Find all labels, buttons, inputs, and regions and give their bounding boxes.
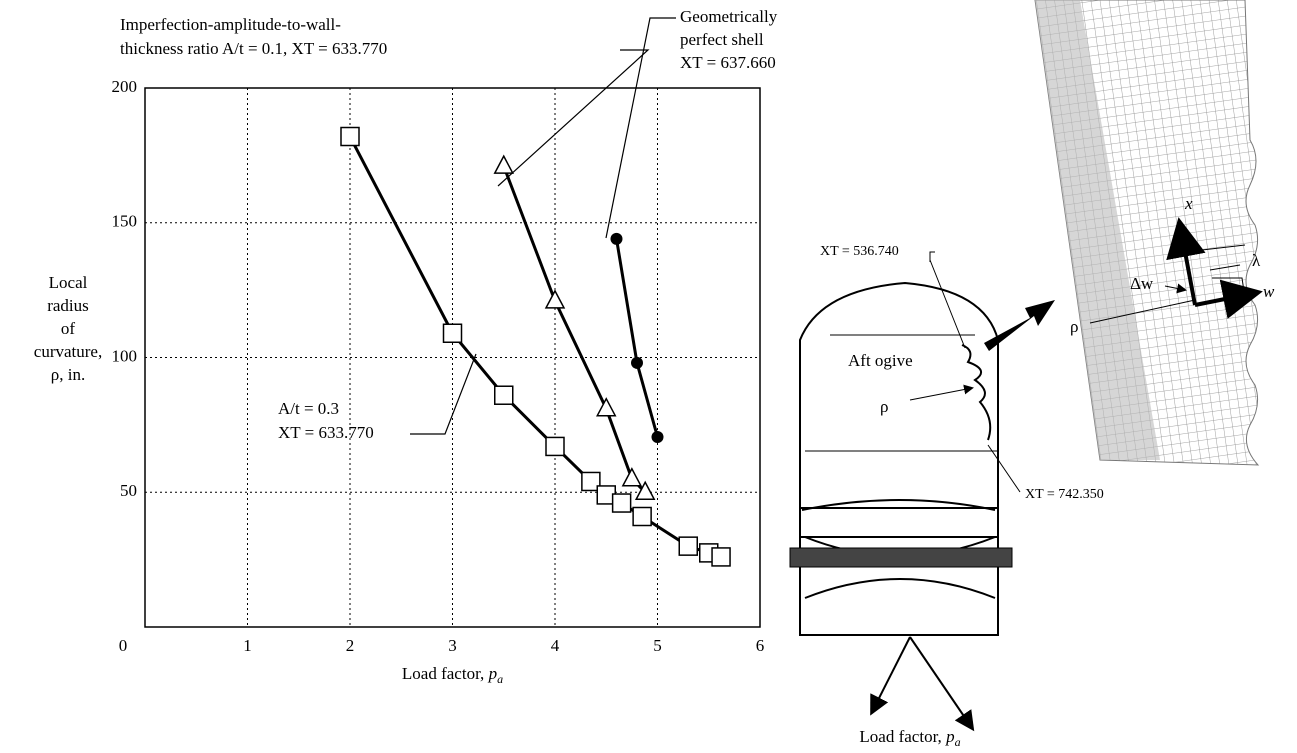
x-tick-label: 5 xyxy=(653,636,662,655)
arrow xyxy=(909,636,975,732)
label: λ xyxy=(1252,251,1261,270)
marker xyxy=(442,323,463,343)
y-axis-label: of xyxy=(61,319,76,338)
marker xyxy=(678,536,698,556)
ogive xyxy=(799,281,999,636)
marker xyxy=(340,126,360,147)
annotation: Imperfection-amplitude-to-wall- xyxy=(120,15,341,34)
series-line xyxy=(348,135,722,559)
y-axis-label: Local xyxy=(49,273,88,292)
band xyxy=(789,547,1013,568)
x-tick-label: 1 xyxy=(243,636,252,655)
annotation: thickness ratio A/t = 0.1, XT = 633.770 xyxy=(120,39,387,58)
leader xyxy=(497,49,650,187)
annotation: A/t = 0.3 xyxy=(278,399,339,418)
dimension xyxy=(1164,283,1187,294)
leader xyxy=(605,17,676,239)
x-label-text: Load factor, xyxy=(402,664,489,683)
marker xyxy=(544,289,566,309)
label: XT = 536.740 xyxy=(820,244,899,259)
marker xyxy=(596,397,617,417)
marker xyxy=(711,547,731,567)
label: ρ xyxy=(1070,317,1078,336)
series-line xyxy=(615,238,659,438)
marker xyxy=(634,480,656,500)
wavy xyxy=(961,344,992,441)
marker xyxy=(651,431,664,444)
load-label: Load factor, pa xyxy=(859,727,960,749)
label: x xyxy=(1184,194,1193,213)
marker xyxy=(494,385,514,405)
ring xyxy=(804,578,996,599)
x-tick-label: 0 xyxy=(119,636,128,655)
leader xyxy=(909,384,974,401)
marker xyxy=(621,467,643,487)
label: Δw xyxy=(1130,274,1154,293)
y-axis-label: ρ, in. xyxy=(51,365,85,384)
x-tick-label: 4 xyxy=(551,636,560,655)
leader xyxy=(987,444,1021,493)
marker xyxy=(631,356,643,369)
y-tick-label: 150 xyxy=(112,212,138,231)
x-tick-label: 3 xyxy=(448,636,457,655)
leader xyxy=(1089,299,1196,324)
leader xyxy=(929,251,935,262)
big-arrow xyxy=(984,300,1055,351)
annotation: XT = 633.770 xyxy=(278,423,374,442)
series-line xyxy=(502,165,647,494)
diagram: XT = 536.740 Aft ogive ρ XT = 742.350 Δw… xyxy=(789,0,1275,749)
y-tick-label: 100 xyxy=(112,346,138,365)
label: XT = 742.350 xyxy=(1025,487,1104,502)
dimension xyxy=(1201,244,1246,299)
leader xyxy=(410,353,477,435)
marker xyxy=(581,471,601,492)
marker xyxy=(545,436,565,457)
x-axis-label: Load factor, pa xyxy=(402,664,503,686)
annotation: perfect shell xyxy=(680,30,764,49)
annotation: XT = 637.660 xyxy=(680,53,776,72)
x-axis-arrow xyxy=(1166,217,1206,306)
leader xyxy=(929,259,966,349)
marker xyxy=(632,506,652,527)
y-tick-label: 200 xyxy=(112,77,138,96)
x-label-sub: a xyxy=(497,672,503,686)
y-axis-label: radius xyxy=(47,296,89,315)
y-tick-label: 50 xyxy=(120,481,137,500)
x-tick-label: 6 xyxy=(756,636,765,655)
y-axis-label: curvature, xyxy=(34,342,102,361)
label: w xyxy=(1263,282,1275,301)
arrow xyxy=(870,636,911,716)
annotation: Geometrically xyxy=(680,7,778,26)
x-label-symbol: p xyxy=(488,664,498,683)
label: ρ xyxy=(880,397,888,416)
marker xyxy=(493,154,514,174)
chart: 0 1 2 3 4 5 6 50 100 150 200 Load factor, pa Local ra… xyxy=(34,7,778,686)
marker xyxy=(610,232,623,245)
label: Aft ogive xyxy=(848,351,913,370)
plot-frame xyxy=(144,87,761,628)
marker xyxy=(611,493,632,513)
x-tick-label: 2 xyxy=(346,636,355,655)
mesh-dense xyxy=(1035,0,1160,460)
